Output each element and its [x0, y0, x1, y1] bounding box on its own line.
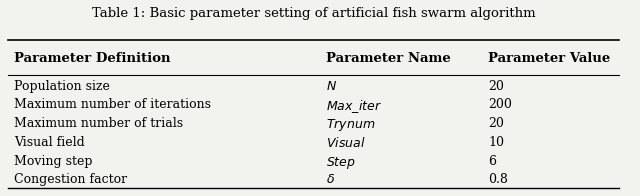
- Text: Parameter Name: Parameter Name: [326, 52, 451, 65]
- Text: $Trynum$: $Trynum$: [326, 117, 375, 133]
- Text: 10: 10: [488, 136, 504, 149]
- Text: $\delta$: $\delta$: [326, 173, 335, 186]
- Text: $N$: $N$: [326, 80, 337, 93]
- Text: Population size: Population size: [14, 80, 109, 93]
- Text: 20: 20: [488, 80, 504, 93]
- Text: 6: 6: [488, 155, 496, 168]
- Text: Visual field: Visual field: [14, 136, 84, 149]
- Text: 20: 20: [488, 117, 504, 130]
- Text: Congestion factor: Congestion factor: [14, 173, 127, 186]
- Text: Table 1: Basic parameter setting of artificial fish swarm algorithm: Table 1: Basic parameter setting of arti…: [92, 7, 535, 20]
- Text: Parameter Value: Parameter Value: [488, 52, 611, 65]
- Text: Parameter Definition: Parameter Definition: [14, 52, 170, 65]
- Text: $Max\_iter$: $Max\_iter$: [326, 98, 382, 115]
- Text: Maximum number of iterations: Maximum number of iterations: [14, 98, 211, 111]
- Text: $Visual$: $Visual$: [326, 136, 365, 150]
- Text: 0.8: 0.8: [488, 173, 508, 186]
- Text: Maximum number of trials: Maximum number of trials: [14, 117, 183, 130]
- Text: 200: 200: [488, 98, 512, 111]
- Text: Moving step: Moving step: [14, 155, 92, 168]
- Text: $Step$: $Step$: [326, 155, 356, 171]
